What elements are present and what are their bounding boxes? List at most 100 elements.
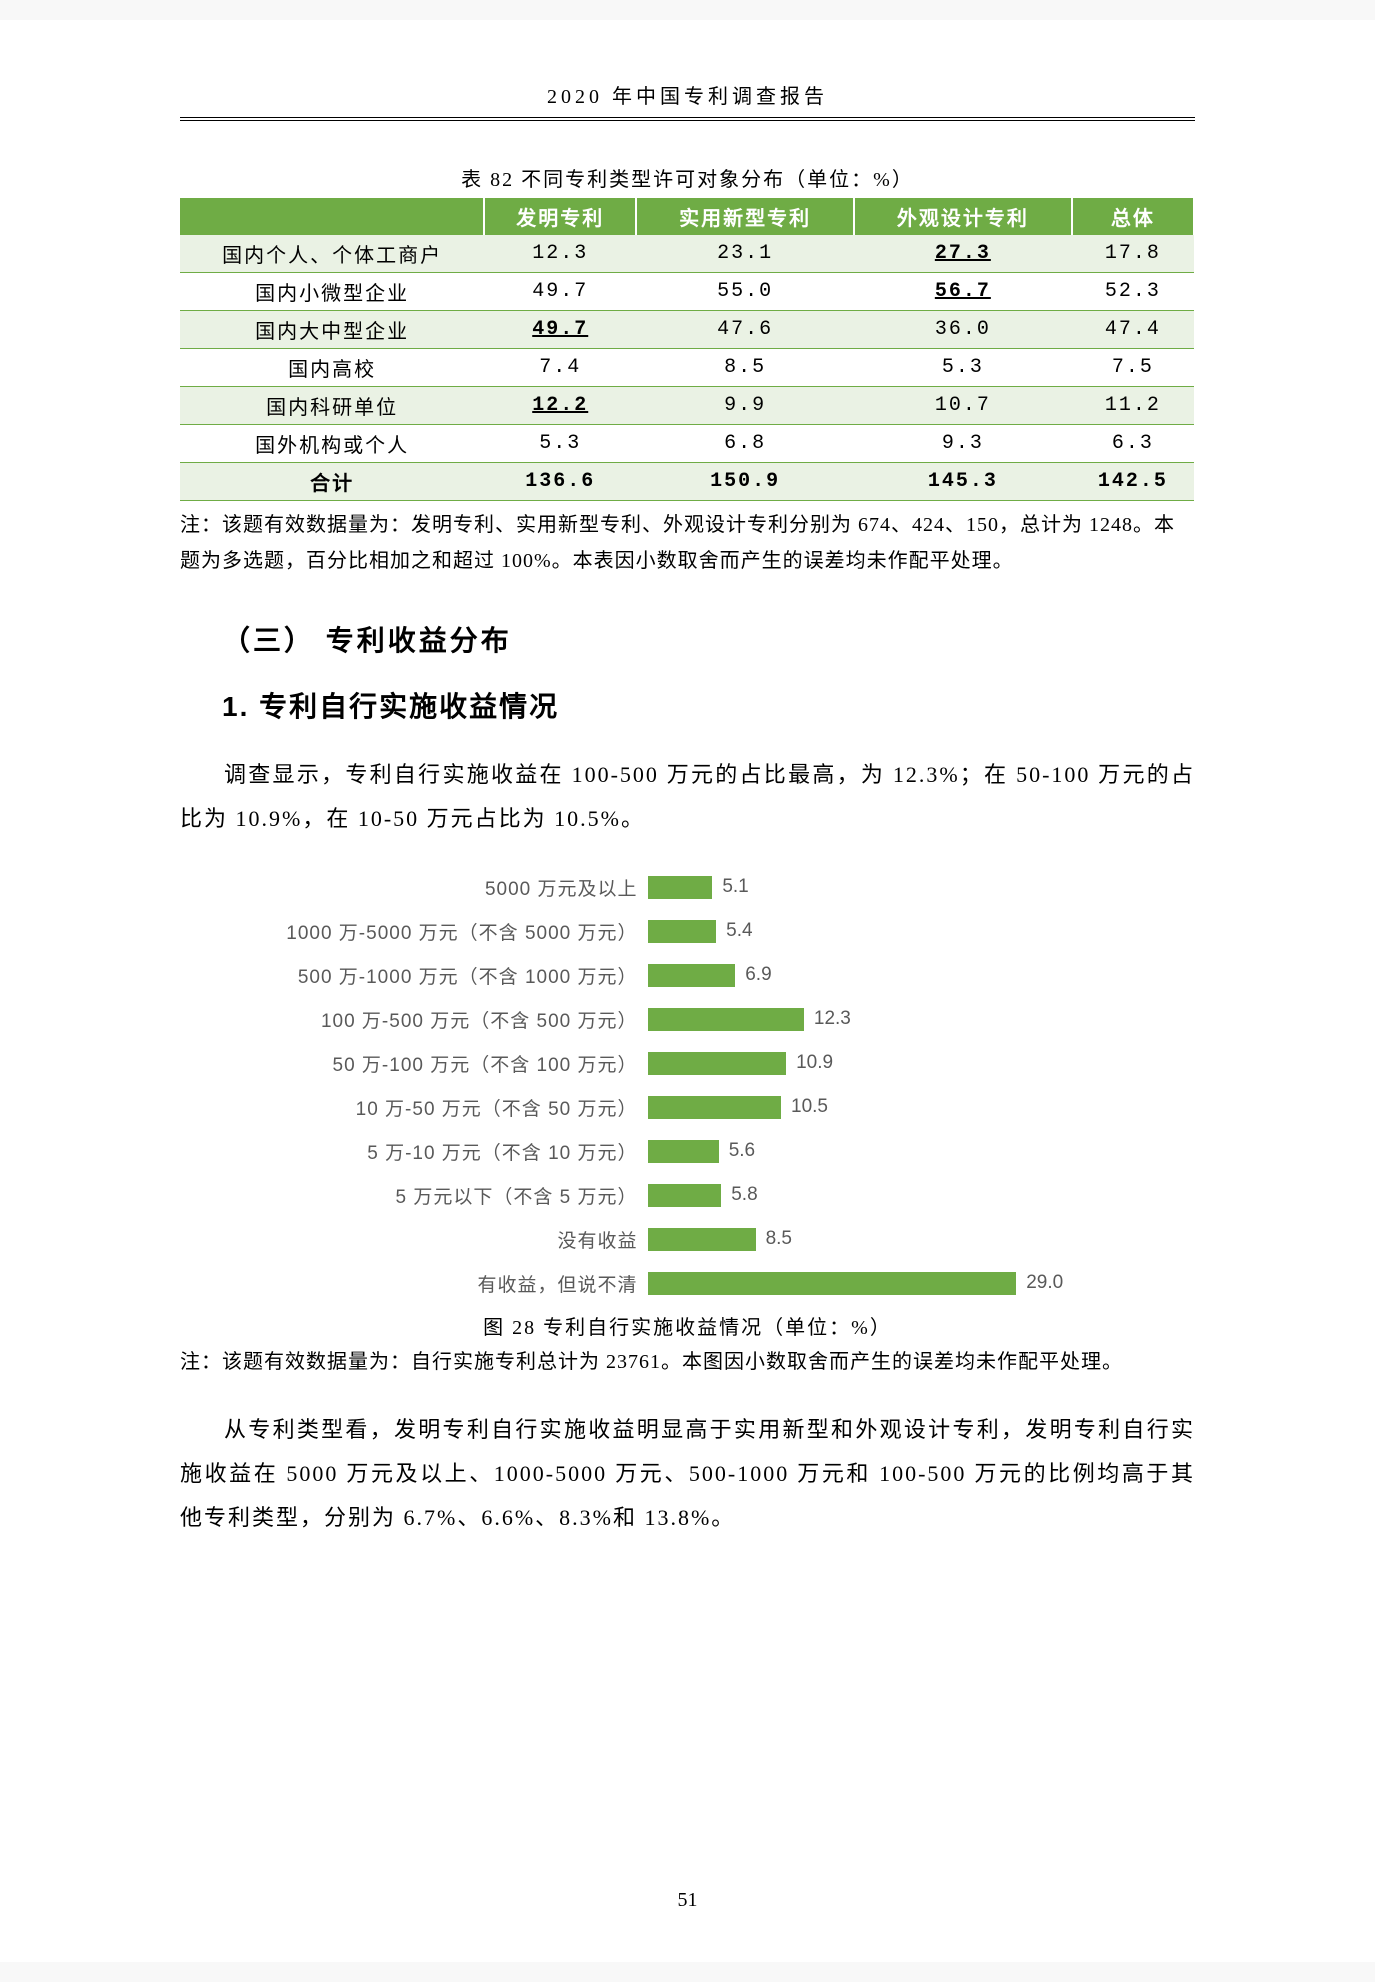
bar-row: 5 万元以下（不含 5 万元）5.8	[648, 1173, 1093, 1217]
table-cell: 9.3	[854, 425, 1072, 463]
bar-row: 100 万-500 万元（不含 500 万元）12.3	[648, 997, 1093, 1041]
table-cell: 23.1	[636, 235, 854, 273]
table-cell: 6.3	[1072, 425, 1194, 463]
running-header: 2020 年中国专利调查报告	[180, 80, 1195, 118]
table-cell: 145.3	[854, 463, 1072, 501]
table-cell: 7.5	[1072, 349, 1194, 387]
table-cell: 52.3	[1072, 273, 1194, 311]
body-paragraph-1: 调查显示，专利自行实施收益在 100-500 万元的占比最高，为 12.3%；在…	[180, 753, 1195, 841]
table-body: 国内个人、个体工商户12.323.127.317.8国内小微型企业49.755.…	[180, 235, 1194, 501]
table-cell: 6.8	[636, 425, 854, 463]
bar-value-label: 10.9	[796, 1052, 833, 1074]
bar-fill	[648, 1008, 804, 1031]
table-cell: 27.3	[854, 235, 1072, 273]
section-heading-3: （三） 专利收益分布	[180, 619, 1195, 659]
table-row-label: 国内小微型企业	[180, 273, 484, 311]
table-row-label: 国内科研单位	[180, 387, 484, 425]
table-row: 国内大中型企业49.747.636.047.4	[180, 311, 1194, 349]
chart-plot-area: 5000 万元及以上5.11000 万-5000 万元（不含 5000 万元）5…	[253, 865, 1123, 1305]
bar-category-label: 没有收益	[253, 1226, 648, 1253]
bar-fill	[648, 1228, 756, 1251]
section-heading-4: 1. 专利自行实施收益情况	[180, 685, 1195, 725]
bar-category-label: 5000 万元及以上	[253, 874, 648, 901]
bar-value-label: 5.8	[731, 1184, 757, 1206]
table-cell: 11.2	[1072, 387, 1194, 425]
table-cell: 136.6	[484, 463, 636, 501]
bar-category-label: 10 万-50 万元（不含 50 万元）	[253, 1094, 648, 1121]
bar-category-label: 5 万-10 万元（不含 10 万元）	[253, 1138, 648, 1165]
table-cell: 36.0	[854, 311, 1072, 349]
bar-track: 5.6	[648, 1129, 1093, 1173]
bar-category-label: 1000 万-5000 万元（不含 5000 万元）	[253, 918, 648, 945]
table-total-row: 合计136.6150.9145.3142.5	[180, 463, 1194, 501]
table-header-cell: 外观设计专利	[854, 198, 1072, 235]
table-row-label: 国内大中型企业	[180, 311, 484, 349]
bar-row: 5 万-10 万元（不含 10 万元）5.6	[648, 1129, 1093, 1173]
table-cell: 55.0	[636, 273, 854, 311]
header-rule	[180, 120, 1195, 121]
table-header-cell	[180, 198, 484, 235]
bar-row: 1000 万-5000 万元（不含 5000 万元）5.4	[648, 909, 1093, 953]
table-header-cell: 发明专利	[484, 198, 636, 235]
bar-value-label: 10.5	[791, 1096, 828, 1118]
bar-track: 6.9	[648, 953, 1093, 997]
table-row-label: 合计	[180, 463, 484, 501]
table-row-label: 国内个人、个体工商户	[180, 235, 484, 273]
bar-track: 8.5	[648, 1217, 1093, 1261]
bar-fill	[648, 1096, 782, 1119]
bar-row: 没有收益8.5	[648, 1217, 1093, 1261]
chart-caption: 图 28 专利自行实施收益情况（单位：%）	[180, 1311, 1195, 1340]
bar-chart: 5000 万元及以上5.11000 万-5000 万元（不含 5000 万元）5…	[253, 865, 1123, 1305]
page-number: 51	[0, 1889, 1375, 1912]
table-cell: 7.4	[484, 349, 636, 387]
table-cell: 9.9	[636, 387, 854, 425]
table-row: 国外机构或个人5.36.89.36.3	[180, 425, 1194, 463]
bar-track: 10.9	[648, 1041, 1093, 1085]
bar-fill	[648, 1272, 1017, 1295]
table-row: 国内个人、个体工商户12.323.127.317.8	[180, 235, 1194, 273]
bar-fill	[648, 1052, 787, 1075]
bar-category-label: 100 万-500 万元（不含 500 万元）	[253, 1006, 648, 1033]
bar-fill	[648, 920, 717, 943]
bar-row: 500 万-1000 万元（不含 1000 万元）6.9	[648, 953, 1093, 997]
bar-track: 5.4	[648, 909, 1093, 953]
bar-row: 50 万-100 万元（不含 100 万元）10.9	[648, 1041, 1093, 1085]
bar-track: 5.8	[648, 1173, 1093, 1217]
table-cell: 5.3	[854, 349, 1072, 387]
table-cell: 49.7	[484, 311, 636, 349]
table-cell: 17.8	[1072, 235, 1194, 273]
bar-fill	[648, 876, 713, 899]
bar-category-label: 有收益，但说不清	[253, 1270, 648, 1297]
table-cell: 12.2	[484, 387, 636, 425]
table-row-label: 国内高校	[180, 349, 484, 387]
bar-row: 10 万-50 万元（不含 50 万元）10.5	[648, 1085, 1093, 1129]
table-cell: 12.3	[484, 235, 636, 273]
body-paragraph-2: 从专利类型看，发明专利自行实施收益明显高于实用新型和外观设计专利，发明专利自行实…	[180, 1408, 1195, 1540]
bar-track: 10.5	[648, 1085, 1093, 1129]
table-cell: 49.7	[484, 273, 636, 311]
table-cell: 8.5	[636, 349, 854, 387]
chart-note: 注：该题有效数据量为：自行实施专利总计为 23761。本图因小数取舍而产生的误差…	[180, 1344, 1195, 1380]
table-row-label: 国外机构或个人	[180, 425, 484, 463]
data-table: 发明专利实用新型专利外观设计专利总体 国内个人、个体工商户12.323.127.…	[180, 198, 1195, 501]
bar-value-label: 29.0	[1026, 1272, 1063, 1294]
table-cell: 47.6	[636, 311, 854, 349]
bar-track: 5.1	[648, 865, 1093, 909]
bar-value-label: 5.4	[726, 920, 752, 942]
table-row: 国内高校7.48.55.37.5	[180, 349, 1194, 387]
table-row: 国内小微型企业49.755.056.752.3	[180, 273, 1194, 311]
bar-category-label: 5 万元以下（不含 5 万元）	[253, 1182, 648, 1209]
table-cell: 47.4	[1072, 311, 1194, 349]
bar-value-label: 8.5	[766, 1228, 792, 1250]
bar-fill	[648, 964, 736, 987]
bar-row: 有收益，但说不清29.0	[648, 1261, 1093, 1305]
table-header-row: 发明专利实用新型专利外观设计专利总体	[180, 198, 1194, 235]
table-caption: 表 82 不同专利类型许可对象分布（单位：%）	[180, 163, 1195, 192]
table-cell: 142.5	[1072, 463, 1194, 501]
bar-fill	[648, 1140, 719, 1163]
table-cell: 5.3	[484, 425, 636, 463]
table-cell: 56.7	[854, 273, 1072, 311]
bar-row: 5000 万元及以上5.1	[648, 865, 1093, 909]
bar-value-label: 5.6	[729, 1140, 755, 1162]
table-note: 注：该题有效数据量为：发明专利、实用新型专利、外观设计专利分别为 674、424…	[180, 507, 1195, 579]
